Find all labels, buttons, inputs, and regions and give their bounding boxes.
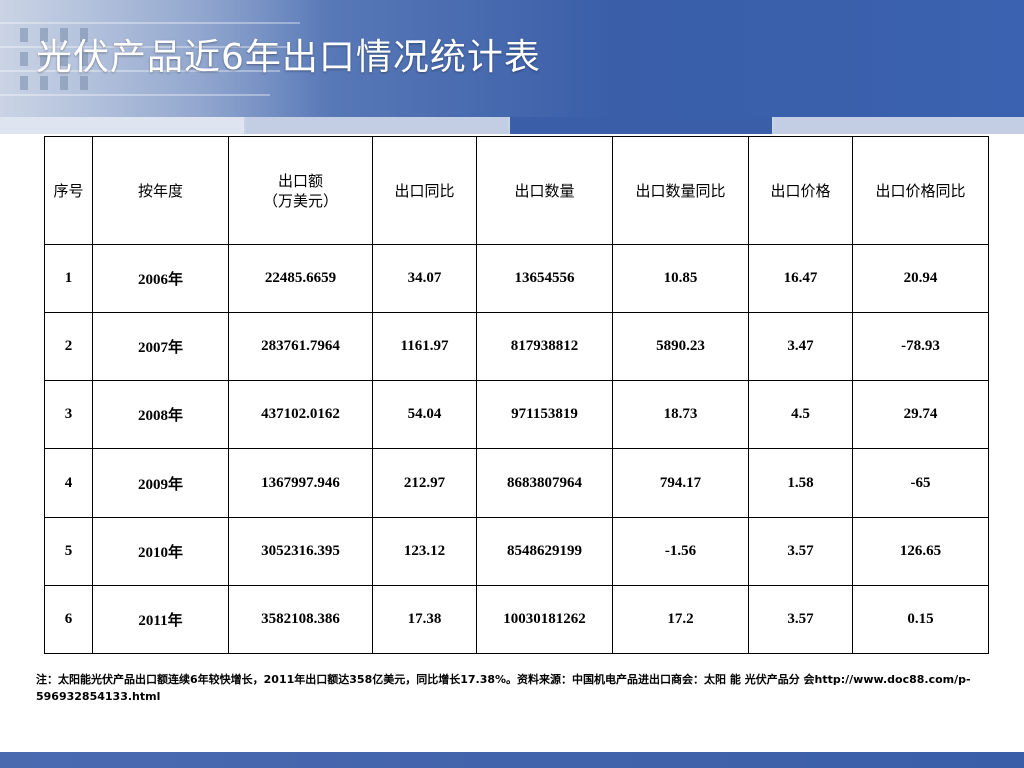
table-cell: 54.04 [372, 380, 477, 450]
table-cell: -65 [852, 448, 989, 518]
table-cell: 4.5 [748, 380, 853, 450]
header-cell: 序号 [44, 136, 93, 245]
table-row: 4 2009年 1367997.946 212.97 8683807964 79… [44, 448, 989, 518]
table-cell: 126.65 [852, 516, 989, 586]
header-cell: 出口同比 [372, 136, 477, 245]
header-cell: 出口价格同比 [852, 136, 989, 245]
table-cell: 5890.23 [612, 312, 749, 382]
table-cell: -78.93 [852, 312, 989, 382]
table-cell: 212.97 [372, 448, 477, 518]
table-row: 2 2007年 283761.7964 1161.97 817938812 58… [44, 312, 989, 382]
table-row: 1 2006年 22485.6659 34.07 13654556 10.85 … [44, 243, 989, 314]
header-cell: 按年度 [92, 136, 229, 245]
table-cell: 2010年 [92, 516, 229, 586]
table-cell: 2 [44, 312, 93, 382]
building-photo [0, 0, 330, 117]
table-cell: 2011年 [92, 584, 229, 655]
table-cell: 6 [44, 584, 93, 655]
table-cell: -1.56 [612, 516, 749, 586]
table-cell: 3.57 [748, 516, 853, 586]
table-cell: 123.12 [372, 516, 477, 586]
table-cell: 5 [44, 516, 93, 586]
header-banner: 光伏产品近6年出口情况统计表 [0, 0, 1024, 117]
header-cell: 出口额 （万美元） [228, 136, 373, 245]
table-cell: 971153819 [476, 380, 613, 450]
page-title: 光伏产品近6年出口情况统计表 [36, 37, 541, 78]
table-cell: 794.17 [612, 448, 749, 518]
header-cell: 出口价格 [748, 136, 853, 245]
footer-bar [0, 752, 1024, 768]
table-cell: 13654556 [476, 243, 613, 314]
table-cell: 2009年 [92, 448, 229, 518]
table-cell: 2008年 [92, 380, 229, 450]
table-row: 6 2011年 3582108.386 17.38 10030181262 17… [44, 584, 989, 655]
table-cell: 10.85 [612, 243, 749, 314]
table-cell: 1 [44, 243, 93, 314]
header-cell: 出口数量同比 [612, 136, 749, 245]
table-cell: 2007年 [92, 312, 229, 382]
table-cell: 817938812 [476, 312, 613, 382]
export-statistics-table: 序号 按年度 出口额 （万美元） 出口同比 出口数量 出口数量同比 出口价格 出… [44, 136, 989, 655]
table-cell: 17.38 [372, 584, 477, 655]
table-cell: 20.94 [852, 243, 989, 314]
table-cell: 3 [44, 380, 93, 450]
table-cell: 4 [44, 448, 93, 518]
table-cell: 283761.7964 [228, 312, 373, 382]
table-cell: 1161.97 [372, 312, 477, 382]
table-row: 5 2010年 3052316.395 123.12 8548629199 -1… [44, 516, 989, 586]
table-row: 3 2008年 437102.0162 54.04 971153819 18.7… [44, 380, 989, 450]
table-cell: 2006年 [92, 243, 229, 314]
table-cell: 3052316.395 [228, 516, 373, 586]
table-cell: 1367997.946 [228, 448, 373, 518]
table-cell: 29.74 [852, 380, 989, 450]
table-cell: 0.15 [852, 584, 989, 655]
table-cell: 437102.0162 [228, 380, 373, 450]
table-cell: 8683807964 [476, 448, 613, 518]
table-cell: 1.58 [748, 448, 853, 518]
table-cell: 18.73 [612, 380, 749, 450]
header-cell: 出口数量 [476, 136, 613, 245]
table-cell: 16.47 [748, 243, 853, 314]
table-header-row: 序号 按年度 出口额 （万美元） 出口同比 出口数量 出口数量同比 出口价格 出… [44, 136, 989, 245]
table-cell: 34.07 [372, 243, 477, 314]
header-strip [0, 117, 1024, 134]
table-cell: 3.57 [748, 584, 853, 655]
table-cell: 8548629199 [476, 516, 613, 586]
table-cell: 22485.6659 [228, 243, 373, 314]
table-cell: 3582108.386 [228, 584, 373, 655]
table-cell: 17.2 [612, 584, 749, 655]
table-cell: 3.47 [748, 312, 853, 382]
source-note: 注：太阳能光伏产品出口额连续6年较快增长，2011年出口额达358亿美元，同比增… [36, 673, 971, 703]
table-cell: 10030181262 [476, 584, 613, 655]
